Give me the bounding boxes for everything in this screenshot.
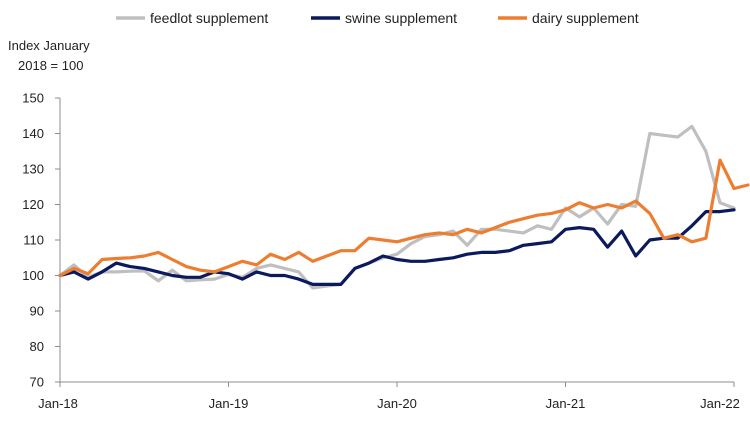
y-tick-label: 90 (30, 304, 44, 319)
y-tick-label: 80 (30, 339, 44, 354)
legend: feedlot supplement swine supplement dairy … (116, 10, 639, 26)
y-tick-label: 100 (22, 268, 44, 283)
y-axis-title-line-2: 2018 = 100 (18, 58, 83, 73)
series-layer (58, 124, 750, 290)
y-tick-label: 110 (23, 233, 44, 248)
legend-label: feedlot supplement (150, 10, 268, 26)
y-tick-label: 150 (22, 91, 44, 106)
x-tick-label: Jan-20 (377, 396, 417, 411)
y-tick-label: 140 (22, 126, 44, 141)
y-tick-label: 130 (22, 162, 44, 177)
x-tick-label: Jan-19 (209, 396, 249, 411)
series-line-feedlot-supplement (58, 124, 736, 290)
y-tick-label: 70 (30, 375, 44, 390)
y-axis: 70 80 90 100 110 120 130 140 150 (22, 91, 61, 390)
legend-label: swine supplement (345, 10, 457, 26)
x-tick-label: Jan-22 (700, 396, 740, 411)
x-axis: Jan-18 Jan-19 Jan-20 Jan-21 Jan-22 (38, 381, 740, 411)
x-tick-label: Jan-21 (546, 396, 586, 411)
series-line-swine-supplement (58, 208, 736, 286)
y-tick-label: 120 (22, 197, 44, 212)
x-tick-label: Jan-18 (38, 396, 78, 411)
legend-label: dairy supplement (532, 10, 639, 26)
y-axis-title-line-1: Index January (8, 38, 90, 53)
series-line-dairy-supplement (58, 158, 750, 278)
